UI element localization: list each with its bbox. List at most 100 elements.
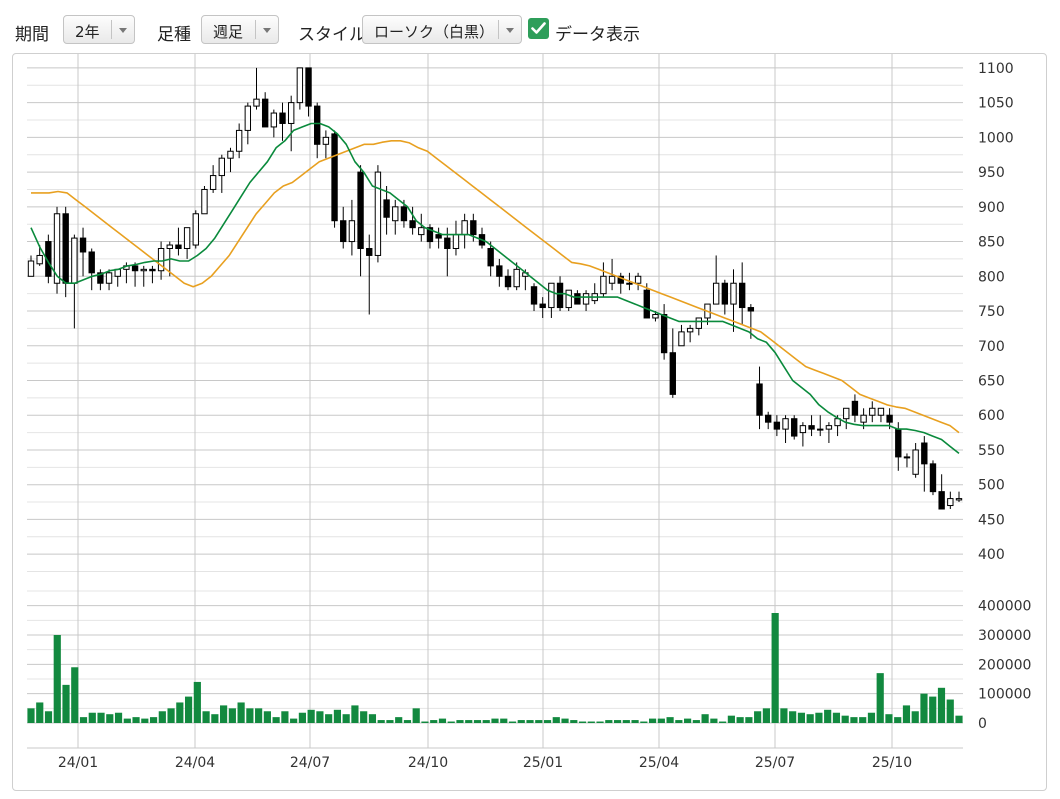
candle [314, 102, 321, 159]
volume-bar [482, 720, 490, 723]
style-select[interactable]: ローソク（白黒） [362, 15, 522, 44]
candle-body-up [201, 188, 208, 215]
candle [296, 67, 304, 110]
volume-tick-label: 300000 [978, 628, 1031, 644]
candle [383, 185, 390, 235]
candle-body-down [79, 237, 87, 253]
volume-bar [430, 720, 438, 723]
candle-body-up [287, 102, 295, 124]
volume-bar [211, 714, 219, 723]
candle-body-down [62, 213, 69, 284]
volume-bar [762, 708, 770, 723]
volume-bar [368, 714, 377, 723]
period-select[interactable]: 2年 [63, 15, 135, 44]
volume-bar [272, 717, 280, 723]
candle-body-up [244, 105, 252, 131]
volume-bar [438, 718, 447, 723]
candle-body-up [157, 248, 165, 272]
volume-bar [491, 718, 499, 723]
volume-bar [421, 721, 429, 723]
candle [738, 262, 746, 325]
volume-bar [894, 717, 902, 723]
candlesticks [27, 67, 963, 510]
candle-body-down [773, 421, 781, 430]
volume-bar [710, 718, 718, 723]
candle [27, 255, 35, 277]
candle-body-up [227, 150, 234, 159]
chevron-down-icon [119, 28, 127, 33]
candle [817, 415, 824, 437]
volume-bar [578, 721, 587, 723]
candle-body-up [799, 425, 807, 434]
volume-bar [613, 720, 622, 723]
candle-body-down [357, 171, 364, 250]
volume-bar [570, 720, 578, 723]
volume-bar [824, 709, 832, 723]
candle [374, 165, 382, 263]
volume-bar [465, 720, 473, 723]
candle [88, 248, 95, 291]
candle-body-up [817, 428, 824, 431]
candle-body-down [574, 293, 581, 305]
candle [478, 227, 486, 249]
candle-body-down [400, 206, 408, 222]
candle-body-down [97, 272, 104, 284]
candle [877, 407, 885, 423]
candle [192, 210, 199, 249]
candle-body-up [678, 331, 685, 347]
volume-bar [141, 718, 149, 723]
candle-body-down [175, 244, 182, 250]
volume-tick-label: 0 [978, 716, 987, 732]
candle-body-down [808, 425, 815, 430]
volume-bar [228, 708, 236, 723]
candle-body-down [331, 133, 338, 222]
candle-body-up [235, 129, 243, 152]
candle [955, 491, 963, 503]
chart-grid [27, 54, 963, 749]
candle-body-up [209, 175, 217, 190]
ashi-select[interactable]: 週足 [201, 15, 279, 44]
candle-body-up [955, 498, 963, 501]
candle-body-down [851, 400, 859, 416]
chart-toolbar: 期間 2年 足種 週足 スタイル ローソク（白黒） データ表示 [0, 0, 1060, 56]
volume-bar [552, 717, 560, 723]
candle-body-up [843, 407, 850, 420]
price-tick-label: 500 [978, 478, 1005, 494]
candle [357, 165, 364, 277]
volume-bar [202, 711, 210, 723]
volume-bar [298, 712, 306, 723]
volume-bar [123, 718, 131, 723]
price-tick-label: 850 [978, 235, 1005, 251]
price-tick-label: 650 [978, 373, 1005, 389]
candle [244, 102, 252, 145]
candle [513, 262, 520, 291]
candle-body-up [695, 317, 703, 329]
ashi-label: 足種 [157, 25, 191, 45]
candle-body-up [348, 220, 356, 243]
ashi-select-value: 週足 [213, 23, 244, 41]
volume-bar [79, 717, 88, 723]
volume-bar [587, 721, 595, 723]
candle-body-down [669, 352, 676, 395]
candle [756, 366, 763, 430]
volume-bar [447, 721, 455, 723]
data-display-checkbox[interactable] [528, 18, 549, 39]
candle [270, 109, 278, 138]
candle [114, 268, 121, 287]
volume-bar [920, 693, 928, 723]
candle-body-up [192, 213, 199, 246]
candle-body-down [938, 491, 945, 510]
candle [218, 154, 225, 193]
volume-bar [237, 702, 245, 723]
candle [235, 123, 243, 159]
candle-body-down [765, 414, 772, 423]
candle-body-up [452, 234, 460, 250]
candle-body-up [392, 206, 399, 222]
candle [97, 269, 104, 291]
candle [261, 92, 269, 128]
volume-bar [220, 705, 228, 723]
candle-body-up [634, 275, 642, 284]
candle [348, 199, 356, 256]
style-select-divider [498, 20, 499, 39]
volume-bar [797, 712, 806, 723]
